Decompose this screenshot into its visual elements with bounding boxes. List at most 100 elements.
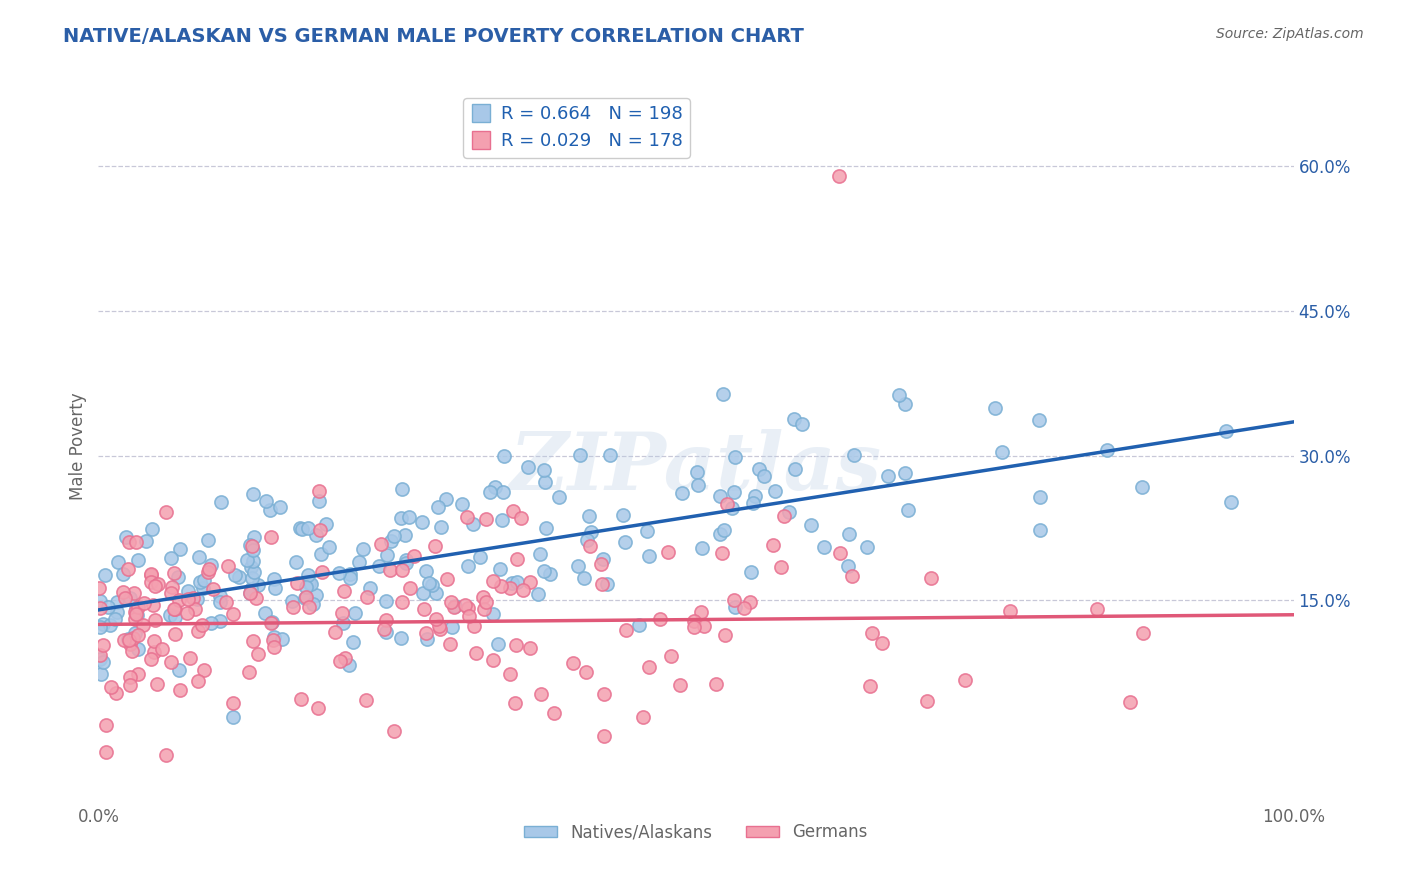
Point bbox=[142, 645, 165, 659]
Point bbox=[91, 655, 114, 669]
Point bbox=[998, 604, 1021, 618]
Point bbox=[711, 545, 734, 559]
Point bbox=[114, 591, 136, 605]
Point bbox=[118, 670, 141, 684]
Point bbox=[305, 528, 328, 542]
Point bbox=[439, 637, 461, 651]
Point bbox=[456, 510, 478, 524]
Point bbox=[159, 607, 181, 622]
Point bbox=[991, 444, 1014, 458]
Point bbox=[724, 450, 747, 465]
Point bbox=[125, 607, 148, 622]
Point bbox=[197, 533, 219, 547]
Point bbox=[329, 654, 352, 668]
Point bbox=[377, 548, 399, 562]
Point bbox=[482, 607, 505, 622]
Point bbox=[451, 497, 474, 511]
Point bbox=[187, 624, 209, 639]
Point bbox=[478, 485, 501, 500]
Point bbox=[201, 582, 224, 596]
Point bbox=[139, 566, 162, 581]
Point bbox=[167, 593, 190, 607]
Point bbox=[176, 606, 198, 620]
Point bbox=[177, 592, 200, 607]
Point bbox=[311, 565, 333, 579]
Point bbox=[457, 609, 479, 624]
Point bbox=[318, 540, 340, 554]
Point bbox=[429, 622, 451, 636]
Point bbox=[155, 505, 177, 519]
Point bbox=[711, 387, 734, 401]
Point bbox=[191, 582, 214, 596]
Point bbox=[89, 601, 111, 615]
Point bbox=[581, 525, 603, 540]
Point bbox=[188, 574, 211, 589]
Point bbox=[394, 556, 416, 570]
Point bbox=[575, 533, 598, 547]
Point bbox=[837, 558, 859, 573]
Point bbox=[516, 459, 538, 474]
Point bbox=[568, 449, 591, 463]
Point bbox=[307, 701, 329, 715]
Point bbox=[302, 597, 325, 611]
Point bbox=[813, 540, 835, 554]
Point bbox=[339, 566, 361, 581]
Point bbox=[519, 641, 541, 656]
Point bbox=[111, 567, 134, 582]
Point bbox=[415, 626, 437, 640]
Point bbox=[657, 545, 679, 559]
Point bbox=[472, 602, 495, 616]
Point bbox=[262, 615, 284, 629]
Point bbox=[243, 531, 266, 545]
Point bbox=[139, 574, 162, 589]
Point bbox=[105, 595, 128, 609]
Point bbox=[394, 527, 416, 541]
Point bbox=[263, 572, 285, 586]
Point bbox=[683, 620, 706, 634]
Point bbox=[184, 601, 207, 615]
Point bbox=[315, 517, 337, 532]
Point bbox=[463, 619, 485, 633]
Point bbox=[548, 490, 571, 504]
Point bbox=[117, 632, 139, 647]
Point bbox=[501, 575, 523, 590]
Point bbox=[291, 522, 314, 536]
Point bbox=[191, 618, 214, 632]
Point bbox=[596, 576, 619, 591]
Point bbox=[1220, 495, 1243, 509]
Point bbox=[163, 627, 186, 641]
Point bbox=[778, 505, 800, 519]
Point bbox=[398, 510, 420, 524]
Point bbox=[575, 665, 598, 679]
Point bbox=[683, 615, 706, 629]
Point bbox=[953, 673, 976, 688]
Point bbox=[146, 576, 169, 591]
Point bbox=[159, 585, 181, 599]
Point bbox=[471, 590, 494, 604]
Point bbox=[271, 632, 294, 647]
Point bbox=[332, 583, 354, 598]
Point bbox=[262, 632, 284, 647]
Point bbox=[716, 497, 738, 511]
Point bbox=[530, 688, 553, 702]
Point bbox=[382, 529, 405, 543]
Point bbox=[395, 553, 418, 567]
Point bbox=[309, 547, 332, 561]
Point bbox=[100, 680, 122, 694]
Point bbox=[339, 571, 361, 585]
Point bbox=[391, 482, 413, 496]
Point bbox=[198, 562, 221, 576]
Point bbox=[352, 542, 374, 557]
Point bbox=[283, 600, 305, 615]
Point bbox=[295, 590, 318, 604]
Point bbox=[592, 552, 614, 566]
Point bbox=[686, 465, 709, 479]
Point bbox=[713, 523, 735, 537]
Point bbox=[1119, 695, 1142, 709]
Point bbox=[1132, 480, 1154, 494]
Point bbox=[228, 570, 250, 584]
Point bbox=[492, 485, 515, 500]
Point bbox=[197, 565, 219, 579]
Point bbox=[636, 524, 658, 539]
Point bbox=[481, 653, 503, 667]
